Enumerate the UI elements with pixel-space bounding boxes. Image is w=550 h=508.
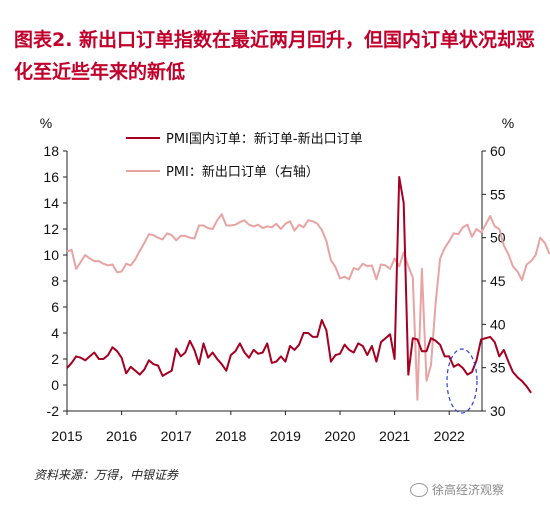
left-tick-label: 0 (51, 377, 59, 393)
legend-label: PMI：新出口订单（右轴） (166, 164, 319, 180)
right-axis-unit: % (502, 115, 514, 131)
series-line-new-export-orders (66, 213, 550, 401)
left-tick-label: 8 (51, 273, 59, 289)
right-tick-label: 35 (490, 360, 506, 376)
left-axis: % -2 0 2 4 6 8 10 12 14 16 18 (40, 115, 67, 419)
series-group (66, 176, 550, 401)
x-tick-label: 2020 (324, 428, 355, 444)
left-tick-label: 6 (51, 299, 59, 315)
left-tick-label: 12 (43, 221, 59, 237)
left-tick-label: 2 (51, 351, 59, 367)
source-note: 资料来源：万得，中银证券 (34, 468, 179, 482)
right-tick-label: 40 (490, 316, 506, 332)
left-tick-label: 14 (43, 195, 59, 211)
chart-title: 图表2. 新出口订单指数在最近两月回升，但国内订单状况却恶化至近些年来的新低 (14, 29, 536, 83)
right-tick-label: 60 (490, 143, 506, 159)
watermark-text: 徐高经济观察 (432, 483, 505, 497)
left-tick-label: -2 (47, 403, 60, 419)
series-line-domestic-minus-export (66, 176, 532, 394)
x-tick-label: 2022 (434, 428, 465, 444)
x-tick-label: 2016 (106, 428, 137, 444)
legend-label: PMI国内订单：新订单-新出口订单 (166, 131, 363, 147)
x-axis: 2015 2016 2017 2018 2019 2020 2021 2022 (51, 411, 465, 444)
highlight-ellipse (446, 348, 478, 414)
right-tick-label: 30 (490, 403, 506, 419)
wechat-icon (410, 482, 428, 497)
plot-frame (66, 151, 483, 412)
watermark: 徐高经济观察 (410, 481, 504, 498)
left-tick-label: 18 (43, 143, 59, 159)
x-tick-label: 2021 (379, 428, 410, 444)
left-tick-label: 10 (43, 247, 59, 263)
legend: PMI国内订单：新订单-新出口订单 PMI：新出口订单（右轴） (126, 131, 363, 180)
left-tick-label: 4 (51, 325, 59, 341)
left-axis-unit: % (40, 115, 52, 131)
right-tick-label: 45 (490, 273, 506, 289)
x-tick-label: 2018 (215, 428, 246, 444)
x-tick-label: 2017 (161, 428, 192, 444)
x-tick-label: 2019 (270, 428, 301, 444)
x-tick-label: 2015 (51, 428, 82, 444)
right-tick-label: 55 (490, 186, 506, 202)
left-tick-label: 16 (43, 169, 59, 185)
